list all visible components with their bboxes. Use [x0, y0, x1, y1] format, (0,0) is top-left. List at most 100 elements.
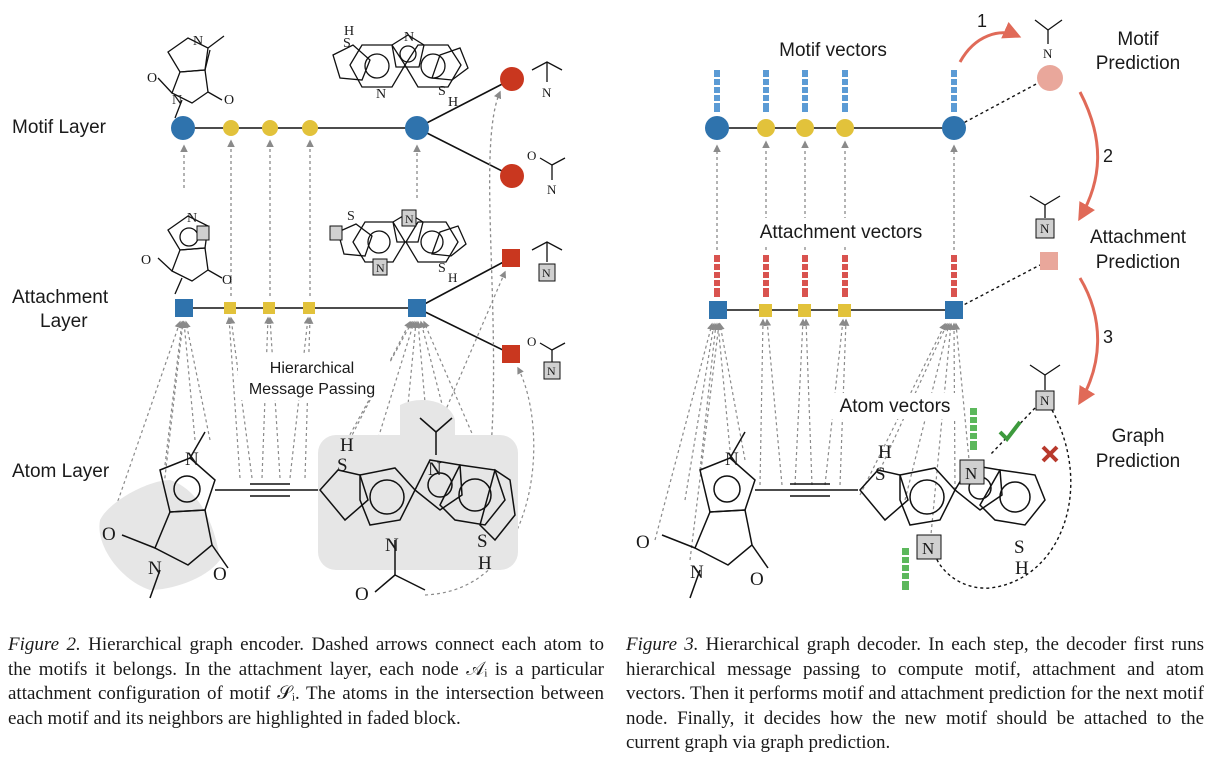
decoder-att-node-yellow [759, 304, 772, 317]
check-icon [998, 420, 1022, 443]
attachment-node-yellow [224, 302, 236, 314]
atom-layer-highlights [99, 400, 518, 590]
atom-label: S [477, 531, 488, 552]
figure-2-caption-text: Hierarchical graph encoder. Dashed arrow… [8, 634, 605, 729]
predicted-attachment-fragment [1029, 195, 1061, 218]
decoder-att-node-yellow [838, 304, 851, 317]
cross-icon [1041, 445, 1059, 463]
prediction-step-arrows [958, 21, 1100, 406]
decoder-motif-node-yellow [796, 119, 814, 137]
fragment-acetyl-n-box [539, 342, 566, 362]
attachment-layer-label-2: Layer [40, 311, 88, 332]
atom-label: O [102, 524, 116, 545]
motif-prediction-label-2: Prediction [1096, 53, 1181, 74]
atom-label: O [141, 253, 151, 268]
atom-label: N [185, 449, 199, 470]
atom-label: N [965, 464, 977, 483]
motif-node-yellow [262, 120, 278, 136]
motif-node-blue [171, 116, 195, 140]
decoder-att-node-yellow [798, 304, 811, 317]
atom-label: N [172, 93, 182, 108]
decoder-motif-node-blue [942, 116, 966, 140]
decoder-motif-node-yellow [757, 119, 775, 137]
motif-node-yellow [223, 120, 239, 136]
atom-layer-molecule [121, 417, 516, 599]
attachment-prediction-label-1: Attachment [1090, 227, 1187, 248]
attachment-vector-bars [714, 255, 957, 297]
figure-2-label: Figure 2. [8, 634, 81, 655]
fragment-acetyl-n [539, 157, 566, 180]
decoder-motif-graph [705, 65, 1063, 140]
atom-label: O [636, 532, 650, 553]
figure-3-caption: Figure 3. Hierarchical graph decoder. In… [626, 633, 1204, 756]
decoder-arrows-atom-to-att [654, 318, 971, 561]
attachment-node-blue [408, 299, 426, 317]
atom-label: H [344, 24, 354, 39]
atom-label: O [527, 334, 536, 349]
atom-label: O [147, 71, 157, 86]
figure-2-caption: Figure 2. Hierarchical graph encoder. Da… [8, 633, 604, 731]
decoder-motif-node-yellow [836, 119, 854, 137]
figure-3-label: Figure 3. [626, 634, 699, 655]
hmp-label-1: Hierarchical [270, 360, 354, 377]
atom-label: S [337, 455, 348, 476]
figure-3: Motif vectors Attachment vectors Atom ve… [636, 11, 1187, 599]
atom-label: H [448, 95, 458, 110]
step-3-label: 3 [1103, 327, 1113, 347]
atom-label: H [448, 270, 457, 285]
atom-label: O [527, 148, 536, 163]
decoder-atom-molecule [661, 431, 1046, 599]
atom-layer-label: Atom Layer [12, 461, 110, 482]
atom-label: N [187, 211, 197, 226]
motif-node-yellow [302, 120, 318, 136]
step-1-label: 1 [977, 11, 987, 31]
attachment-node-yellow [303, 302, 315, 314]
graph-prediction-label-2: Prediction [1096, 451, 1181, 472]
motif-node-blue [405, 116, 429, 140]
predicted-motif-fragment [1034, 19, 1063, 44]
atom-label: S [1014, 537, 1025, 558]
decoder-motif-node-blue [705, 116, 729, 140]
attachment-node-red [502, 249, 520, 267]
atom-label: O [222, 273, 232, 288]
atom-label: H [478, 553, 492, 574]
atom-label: N [193, 34, 203, 49]
atom-label: O [750, 569, 764, 590]
motif-vector-bars [714, 70, 957, 112]
motif-molecule-fused [332, 34, 469, 88]
motif-vectors-label: Motif vectors [779, 40, 887, 61]
graph-prediction-fragment [1029, 364, 1061, 390]
decoder-att-node-blue [945, 301, 963, 319]
atom-label: N [922, 539, 934, 558]
step-2-label: 2 [1103, 146, 1113, 166]
atom-label: N [547, 364, 556, 378]
atom-vector-bars [902, 408, 977, 590]
atom-label: N [1040, 221, 1050, 236]
decoder-att-node-blue [709, 301, 727, 319]
atom-label: O [224, 93, 234, 108]
predicted-attachment-node [1040, 252, 1058, 270]
motif-prediction-label-1: Motif [1117, 29, 1159, 50]
atom-label: S [875, 464, 886, 485]
attachment-molecule-imide [157, 215, 223, 295]
atom-label: H [1015, 558, 1029, 579]
atom-label: H [878, 442, 892, 463]
atom-label: H [340, 435, 354, 456]
atom-label: S [438, 84, 446, 99]
fragment-isopropyl-n [531, 61, 563, 82]
hmp-label-2: Message Passing [249, 381, 375, 398]
figure-3-caption-text: Hierarchical graph decoder. In each step… [626, 634, 1204, 753]
atom-label: N [542, 266, 551, 280]
atom-label: S [438, 261, 446, 276]
motif-molecule-imide [157, 35, 225, 119]
attachment-node-blue [175, 299, 193, 317]
atom-label: O [355, 584, 369, 605]
atom-label: N [547, 182, 557, 197]
motif-node-red [500, 67, 524, 91]
atom-label: S [347, 209, 355, 224]
graph-prediction-label-1: Graph [1112, 426, 1165, 447]
atom-label: N [1043, 46, 1053, 61]
atom-label: N [725, 449, 739, 470]
motif-layer-graph [171, 67, 524, 188]
attachment-node-yellow [263, 302, 275, 314]
